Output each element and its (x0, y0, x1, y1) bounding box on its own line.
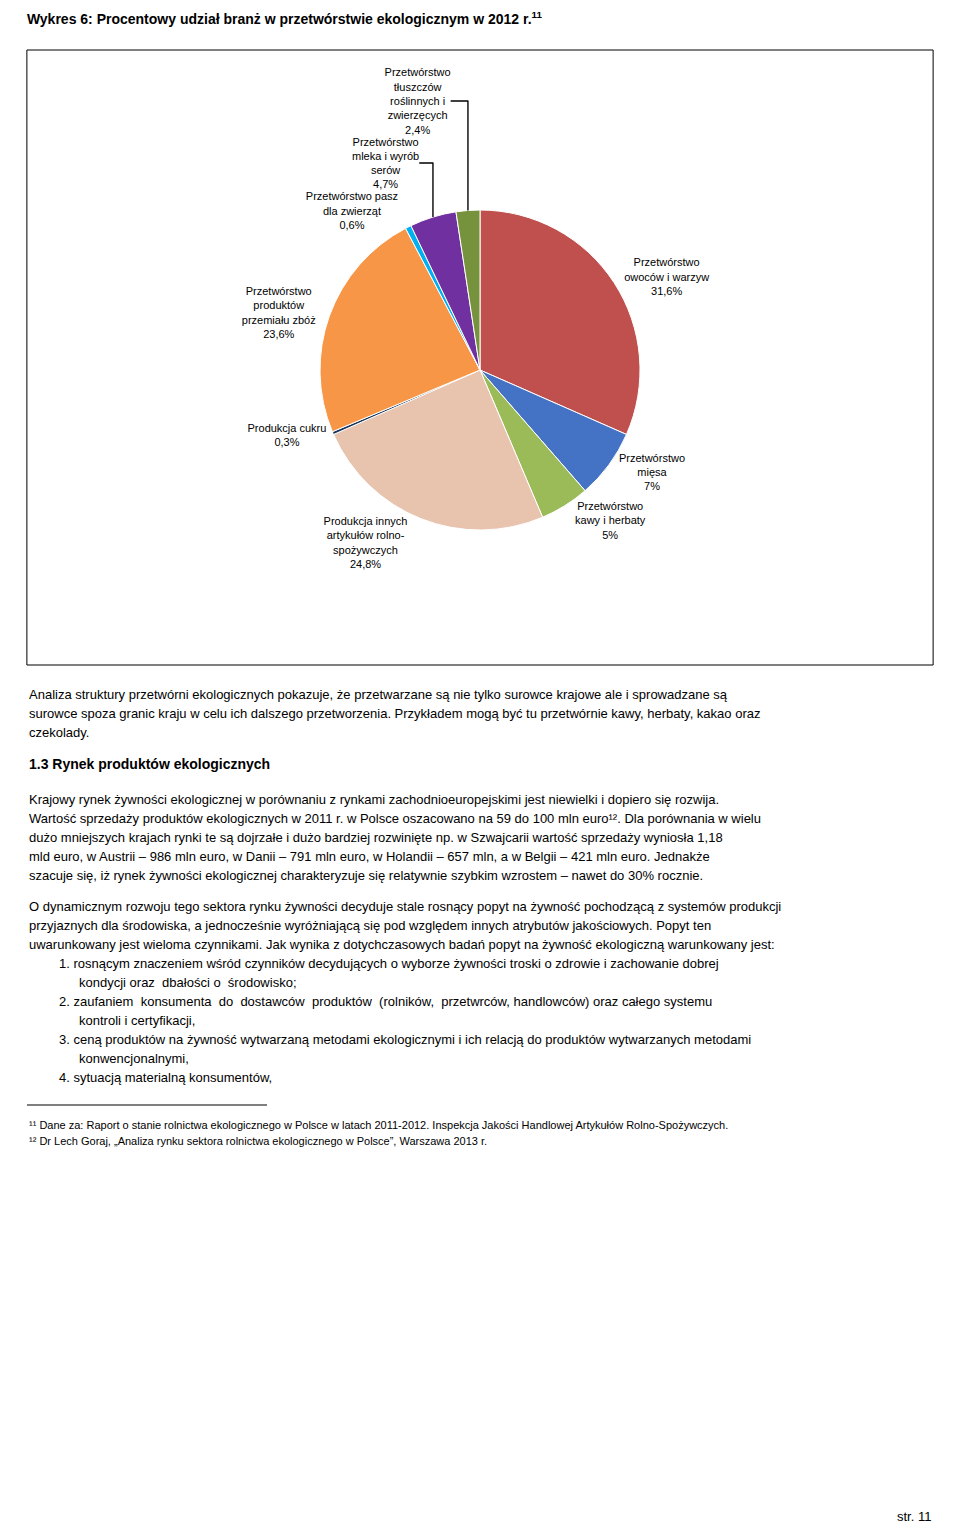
svg-text:Przetwórstwoproduktówprzemiału: Przetwórstwoproduktówprzemiału zbóż23,6% (242, 285, 316, 340)
svg-text:czekolady.: czekolady. (29, 725, 89, 740)
svg-text:Przetwórstwo paszdla zwierząt0: Przetwórstwo paszdla zwierząt0,6% (306, 190, 398, 231)
svg-text:Przetwórstwotłuszczówroślinnyc: Przetwórstwotłuszczówroślinnych izwierzę… (385, 66, 451, 135)
svg-text:Wartość sprzedaży produktów ek: Wartość sprzedaży produktów ekologicznyc… (29, 811, 761, 826)
svg-text:mld euro, w Austrii – 986 mln: mld euro, w Austrii – 986 mln euro, w Da… (29, 849, 710, 864)
svg-text:Przetwórstwomięsa7%: Przetwórstwomięsa7% (619, 452, 685, 493)
svg-text:Przetwórstwomleka i wyróbserów: Przetwórstwomleka i wyróbserów4,7% (352, 136, 419, 191)
svg-text:str. 11: str. 11 (897, 1509, 931, 1524)
svg-text:2. zaufaniem konsumenta do: 2. zaufaniem konsumenta do dostawców pro… (59, 994, 712, 1009)
svg-text:1. rosnącym znaczeniem wśród c: 1. rosnącym znaczeniem wśród czynników d… (59, 956, 719, 971)
svg-text:Produkcja cukru0,3%: Produkcja cukru0,3% (248, 422, 327, 448)
svg-text:szacuje się, iż rynek żywności: szacuje się, iż rynek żywności ekologicz… (29, 868, 703, 883)
svg-text:Krajowy rynek żywności ekologi: Krajowy rynek żywności ekologicznej w po… (29, 792, 719, 807)
svg-text:Przetwórstwoowoców i warzyw31,: Przetwórstwoowoców i warzyw31,6% (624, 256, 709, 297)
svg-text:surowce spoza granic kraju w c: surowce spoza granic kraju w celu ich da… (29, 706, 760, 721)
svg-text:Wykres 6: Procentowy udział br: Wykres 6: Procentowy udział branż w prze… (27, 9, 543, 27)
svg-text:kondycji oraz dbałości o śro: kondycji oraz dbałości o środowisko; (79, 975, 297, 990)
svg-text:4. sytuacją materialną konsume: 4. sytuacją materialną konsumentów, (59, 1070, 272, 1085)
svg-text:kontroli i certyfikacji,: kontroli i certyfikacji, (79, 1013, 195, 1028)
svg-text:konwencjonalnymi,: konwencjonalnymi, (79, 1051, 189, 1066)
svg-text:1.3 Rynek produktów ekologiczn: 1.3 Rynek produktów ekologicznych (29, 756, 270, 772)
svg-text:przyjaznych dla środowiska, a: przyjaznych dla środowiska, a jednocześn… (29, 918, 711, 933)
svg-text:Przetwórstwokawy i herbaty5%: Przetwórstwokawy i herbaty5% (575, 500, 646, 541)
svg-text:dużo mniejszych krajach rynki: dużo mniejszych krajach rynki te są dojr… (29, 830, 723, 845)
svg-text:¹² Dr Lech Goraj, „Analiza ryn: ¹² Dr Lech Goraj, „Analiza rynku sektora… (29, 1135, 487, 1147)
svg-text:Analiza struktury przetwórni e: Analiza struktury przetwórni ekologiczny… (29, 687, 728, 702)
svg-text:O dynamicznym rozwoju tego sek: O dynamicznym rozwoju tego sektora rynku… (29, 899, 781, 914)
svg-text:3. ceną produktów na żywność w: 3. ceną produktów na żywność wytwarzaną … (59, 1032, 751, 1047)
svg-text:Produkcja innychartykułów roln: Produkcja innychartykułów rolno-spożywcz… (324, 515, 408, 570)
svg-text:¹¹ Dane za: Raport o stanie ro: ¹¹ Dane za: Raport o stanie rolnictwa ek… (29, 1119, 728, 1131)
svg-text:uwarunkowany jest wieloma czyn: uwarunkowany jest wieloma czynnikami. Ja… (29, 937, 775, 952)
